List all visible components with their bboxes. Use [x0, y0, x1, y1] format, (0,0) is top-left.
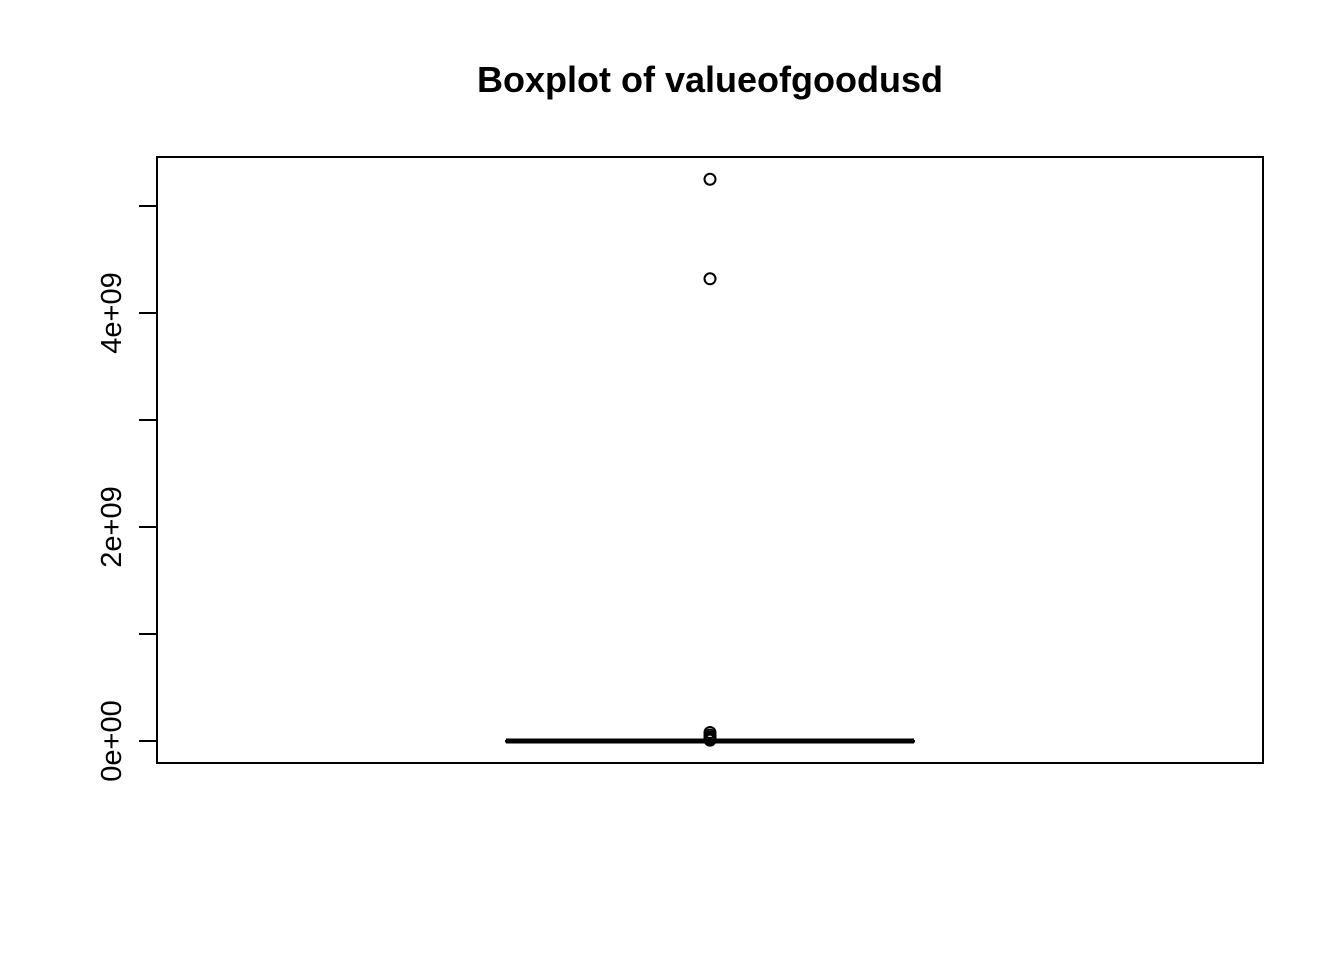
chart-title: Boxplot of valueofgoodusd — [477, 59, 943, 100]
y-tick-label: 4e+09 — [96, 272, 128, 353]
outlier-point — [703, 733, 717, 747]
y-tick-label: 0e+00 — [96, 700, 128, 781]
plot-frame — [156, 156, 1264, 764]
outlier-point — [703, 172, 717, 186]
y-axis: 0e+00 2e+09 4e+09 — [96, 205, 158, 782]
outlier-point — [703, 272, 717, 286]
outlier-group — [703, 172, 717, 747]
y-tick-label: 2e+09 — [96, 486, 128, 567]
